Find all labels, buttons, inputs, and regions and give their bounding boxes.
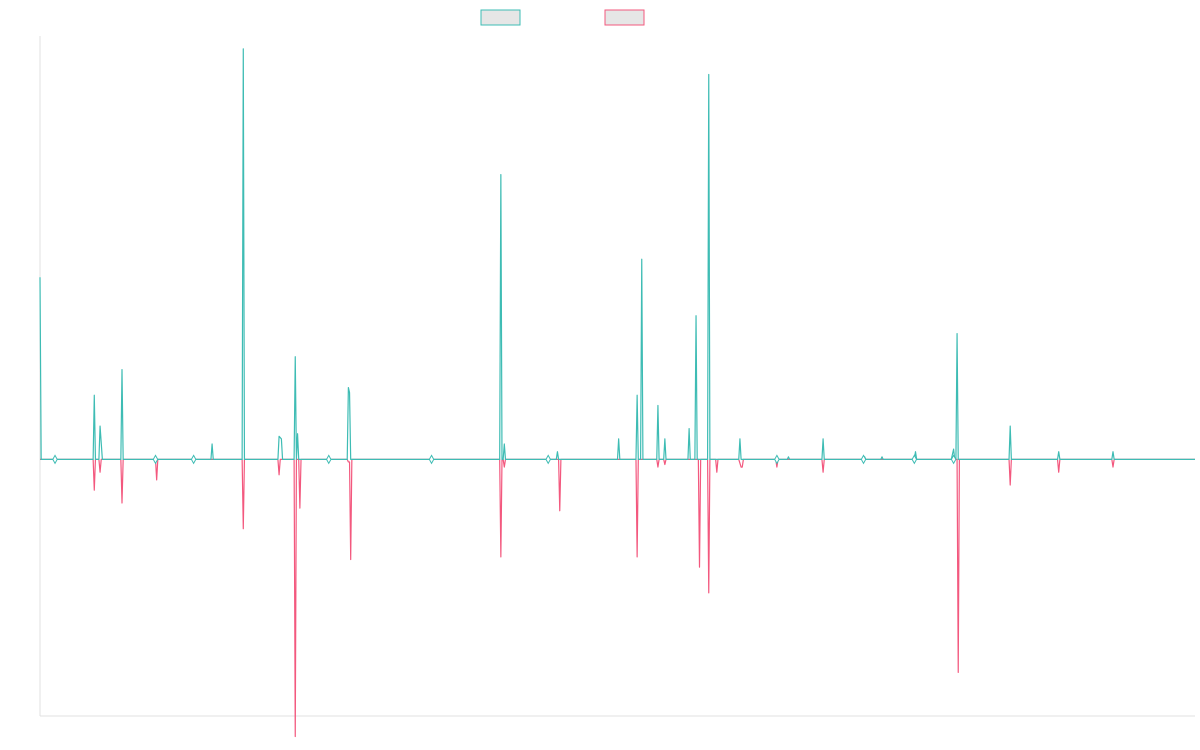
legend-swatch-2 <box>604 9 645 26</box>
axes <box>39 36 1195 717</box>
data-point-marker <box>860 454 867 465</box>
data-point-marker <box>152 454 159 465</box>
data-point-marker <box>950 454 957 465</box>
data-point-marker <box>52 454 58 465</box>
series-line-2 <box>40 458 1195 738</box>
data-point-marker <box>774 454 780 465</box>
legend <box>480 9 645 26</box>
data-point-marker <box>325 454 332 465</box>
data-point-marker <box>428 454 435 465</box>
legend-swatch-1 <box>480 9 521 26</box>
series-line-1 <box>39 48 1195 460</box>
data-point-marker <box>911 454 918 465</box>
data-point-marker <box>545 454 551 465</box>
plot-area <box>39 48 1195 738</box>
data-point-marker <box>190 454 197 465</box>
